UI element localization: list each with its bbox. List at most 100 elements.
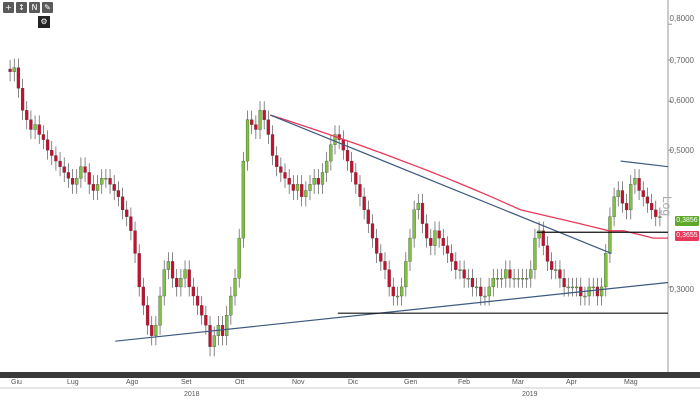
candle-up [533,237,537,270]
candle-down [350,160,354,173]
candle-down [429,237,433,246]
candle-down [170,261,175,279]
candle-down [362,196,366,211]
candle-up [412,209,416,239]
candle-up [504,269,508,279]
candle-up [100,178,104,185]
candle-down [83,166,87,173]
month-label: Lug [67,379,79,386]
candle-up [395,295,400,298]
current-price-tag: 0,3856 [675,216,699,226]
zoom-icon[interactable]: N [29,2,40,13]
month-label: Ott [235,379,245,386]
candle-down [254,124,258,130]
candle-up [629,184,633,211]
candle-down [316,178,320,185]
candle-up [104,178,108,180]
pencil-icon[interactable]: ✎ [42,2,53,13]
moving-average-line [270,114,668,239]
candle-down [387,269,391,288]
candle-down [550,261,554,270]
candle-up [33,124,37,130]
price-tick: 0,7000 [669,56,694,65]
candle-down [358,184,362,197]
candle-down [45,139,50,151]
candle-up [529,269,533,279]
price-tick: 0,5000 [669,146,694,155]
candle-up [520,277,525,280]
candle-up [79,166,83,179]
candle-up [416,203,420,211]
candle-down [250,119,254,125]
candle-down [187,269,191,288]
log-scale-label[interactable]: Log [660,196,674,217]
candle-down [283,172,287,179]
month-label: Set [181,379,192,386]
plus-icon[interactable]: + [3,2,14,13]
candle-up [304,190,308,197]
candle-up [500,277,504,280]
year-label: 2019 [522,391,538,398]
candle-up [566,286,570,289]
candle-up [158,295,162,326]
year-label: 2018 [184,391,200,398]
candle-up [166,261,170,270]
candle-down [112,184,116,191]
candle-down [445,245,450,254]
candle-down [462,269,466,279]
candle-down [91,184,96,191]
candle-up [583,295,587,298]
candle-down [420,203,425,224]
candle-down [129,216,133,231]
candle-down [208,325,212,347]
candle-down [595,286,600,297]
candle-up [599,286,604,297]
chart-toolbar: + ↕ N ✎ [3,2,53,14]
trendline-descending [270,114,612,254]
candle-down [87,172,91,185]
candle-down [200,305,204,316]
candle-down [300,184,304,197]
candle-down [637,178,641,191]
candle-up [516,277,520,280]
candle-down [66,172,71,179]
gear-icon[interactable]: ⚙ [38,16,50,28]
candle-up [487,286,491,297]
candle-up [658,216,662,218]
candle-down [291,184,295,191]
candle-up [245,119,250,162]
candle-down [191,286,195,297]
candle-up [241,160,245,239]
candle-down [145,305,150,326]
candle-down [204,315,208,326]
candle-up [258,110,262,130]
candle-up [491,277,495,288]
candle-down [20,88,25,111]
candle-down [70,178,75,185]
candle-down [645,196,650,204]
candle-up [229,295,233,316]
candle-down [545,245,550,262]
candle-down [345,149,350,162]
candle-up [329,144,333,162]
trendline-ascending [115,281,669,342]
candle-down [150,325,154,336]
price-tick: 0,8000 [669,14,694,23]
candle-up [320,172,325,185]
arrows-icon[interactable]: ↕ [16,2,27,13]
candle-down [266,119,270,135]
candle-down [220,325,225,336]
candle-up [604,253,608,288]
price-tick: 0,3000 [669,285,694,294]
candle-down [470,277,475,288]
month-label: Mar [512,379,525,386]
candle-down [25,110,29,120]
candle-up [12,67,16,72]
candle-down [379,253,383,262]
candle-up [179,277,183,288]
candle-up [95,184,100,191]
candle-up [616,190,620,197]
candle-up [325,160,329,173]
candle-down [370,223,375,239]
candle-down [454,261,458,270]
